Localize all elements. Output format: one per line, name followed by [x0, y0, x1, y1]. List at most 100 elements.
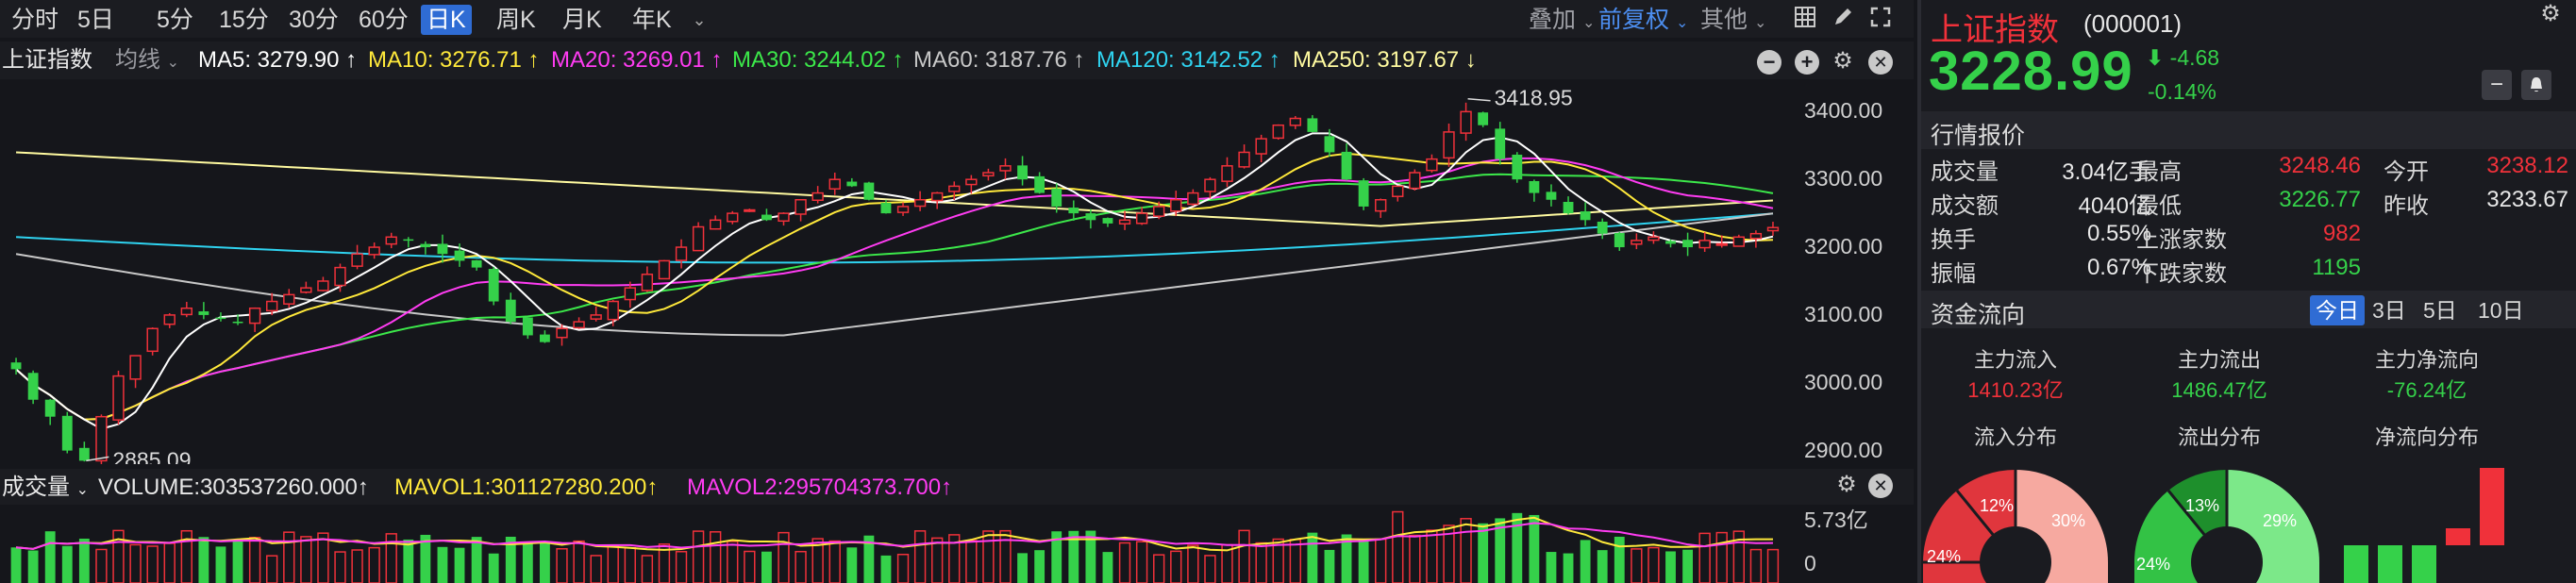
volume-bar[interactable] [1478, 523, 1489, 583]
candle[interactable] [1529, 179, 1540, 202]
candle[interactable] [129, 355, 142, 389]
chevron-down-icon[interactable]: ⌄ [692, 10, 707, 29]
candle[interactable] [1443, 123, 1455, 167]
candle[interactable] [727, 210, 739, 225]
volume-bar[interactable] [965, 540, 978, 583]
volume-bar[interactable] [1409, 534, 1421, 583]
period-tab-timeshare[interactable]: 分时 [11, 7, 59, 33]
candle[interactable] [999, 158, 1012, 180]
period-tab-5min[interactable]: 5分 [157, 7, 193, 33]
volume-bar[interactable] [1665, 551, 1676, 583]
volume-bar[interactable] [658, 543, 671, 583]
period-tab-60min[interactable]: 60分 [359, 7, 409, 33]
candle[interactable] [437, 234, 448, 263]
volume-bar[interactable] [727, 541, 739, 583]
candle[interactable] [1017, 156, 1028, 186]
period-tab-5day[interactable]: 5日 [77, 7, 114, 33]
flow-tab-10day[interactable]: 10日 [2478, 298, 2524, 323]
candle[interactable] [300, 281, 312, 294]
candle[interactable] [78, 441, 90, 462]
volume-bar[interactable] [1597, 550, 1608, 583]
volume-bar[interactable] [266, 555, 278, 583]
volume-bar[interactable] [1512, 512, 1523, 583]
candle[interactable] [1118, 210, 1131, 230]
volume-bar[interactable] [641, 555, 654, 583]
volume-bar[interactable] [863, 535, 875, 583]
volume-bar[interactable] [795, 550, 807, 583]
candle[interactable] [1068, 200, 1079, 221]
volume-bar[interactable] [811, 538, 824, 583]
candle[interactable] [163, 313, 176, 328]
volume-bar[interactable] [248, 537, 261, 583]
candle[interactable] [778, 212, 790, 226]
candle[interactable] [454, 243, 465, 267]
line-type-dropdown[interactable]: 均线 ⌄ [115, 47, 180, 73]
candle[interactable] [1135, 207, 1148, 225]
volume-bar[interactable] [10, 547, 22, 583]
candle[interactable] [1682, 232, 1693, 257]
candle[interactable] [761, 208, 772, 222]
overlay-dropdown[interactable]: 叠加 ⌄ [1529, 7, 1596, 33]
fullscreen-icon[interactable] [1866, 6, 1895, 34]
adjust-dropdown[interactable]: 前复权 ⌄ [1598, 7, 1689, 33]
volume-bar[interactable] [1749, 548, 1763, 583]
candle[interactable] [1732, 234, 1745, 247]
volume-bar[interactable] [590, 555, 602, 583]
candle[interactable] [1238, 144, 1250, 169]
candle[interactable] [1580, 202, 1591, 226]
candle[interactable] [1512, 152, 1523, 183]
volume-bar[interactable] [215, 546, 226, 583]
volume-bar[interactable] [1648, 546, 1660, 583]
volume-bar[interactable] [351, 549, 363, 583]
candle[interactable] [368, 242, 380, 259]
volume-bar[interactable] [1631, 548, 1643, 583]
period-tab-week[interactable]: 周K [496, 7, 536, 33]
close-icon[interactable]: ✕ [1868, 50, 1893, 75]
candle[interactable] [1495, 122, 1506, 165]
candle[interactable] [1698, 232, 1711, 252]
candle[interactable] [522, 317, 533, 340]
volume-bar[interactable] [1392, 510, 1404, 583]
volume-bar[interactable] [675, 551, 688, 583]
flow-tab-today[interactable]: 今日 [2310, 295, 2365, 325]
volume-bar[interactable] [1034, 550, 1045, 583]
period-tab-month[interactable]: 月K [562, 7, 602, 33]
volume-bar[interactable] [1546, 552, 1557, 583]
volume-bar[interactable] [1187, 544, 1199, 583]
volume-bar[interactable] [300, 536, 312, 583]
volume-bar[interactable] [1153, 554, 1165, 583]
candle[interactable] [811, 186, 824, 204]
candle[interactable] [1102, 217, 1113, 227]
volume-bar[interactable] [999, 529, 1012, 583]
candle[interactable] [112, 370, 125, 425]
volume-bar[interactable] [334, 551, 346, 583]
candle[interactable] [931, 192, 944, 209]
candle[interactable] [675, 239, 688, 269]
candle[interactable] [95, 414, 108, 464]
other-dropdown[interactable]: 其他 ⌄ [1700, 7, 1767, 33]
volume-bar[interactable] [1324, 549, 1335, 583]
candle[interactable] [232, 314, 243, 325]
volume-bar[interactable] [607, 545, 619, 583]
candle[interactable] [744, 208, 756, 212]
volume-bar[interactable] [1341, 534, 1352, 583]
period-tab-day[interactable]: 日K [421, 5, 472, 35]
candle[interactable] [573, 317, 585, 329]
volume-chart[interactable] [0, 507, 1793, 583]
volume-bar[interactable] [44, 531, 56, 583]
alarm-bell-icon[interactable] [2521, 70, 2551, 100]
volume-bar[interactable] [522, 542, 533, 583]
volume-bar[interactable] [1495, 518, 1506, 583]
volume-bar[interactable] [420, 534, 431, 583]
candle[interactable] [1255, 134, 1267, 163]
period-tab-15min[interactable]: 15分 [219, 7, 269, 33]
volume-bar[interactable] [78, 538, 90, 583]
candle[interactable] [215, 312, 226, 322]
candle[interactable] [710, 215, 722, 230]
volume-bar[interactable] [1289, 539, 1301, 583]
candle[interactable] [556, 324, 568, 346]
volume-bar[interactable] [471, 537, 482, 583]
settings-gear-icon[interactable]: ⚙ [1832, 48, 1853, 74]
candle[interactable] [1170, 191, 1182, 216]
candle[interactable] [1324, 128, 1335, 158]
